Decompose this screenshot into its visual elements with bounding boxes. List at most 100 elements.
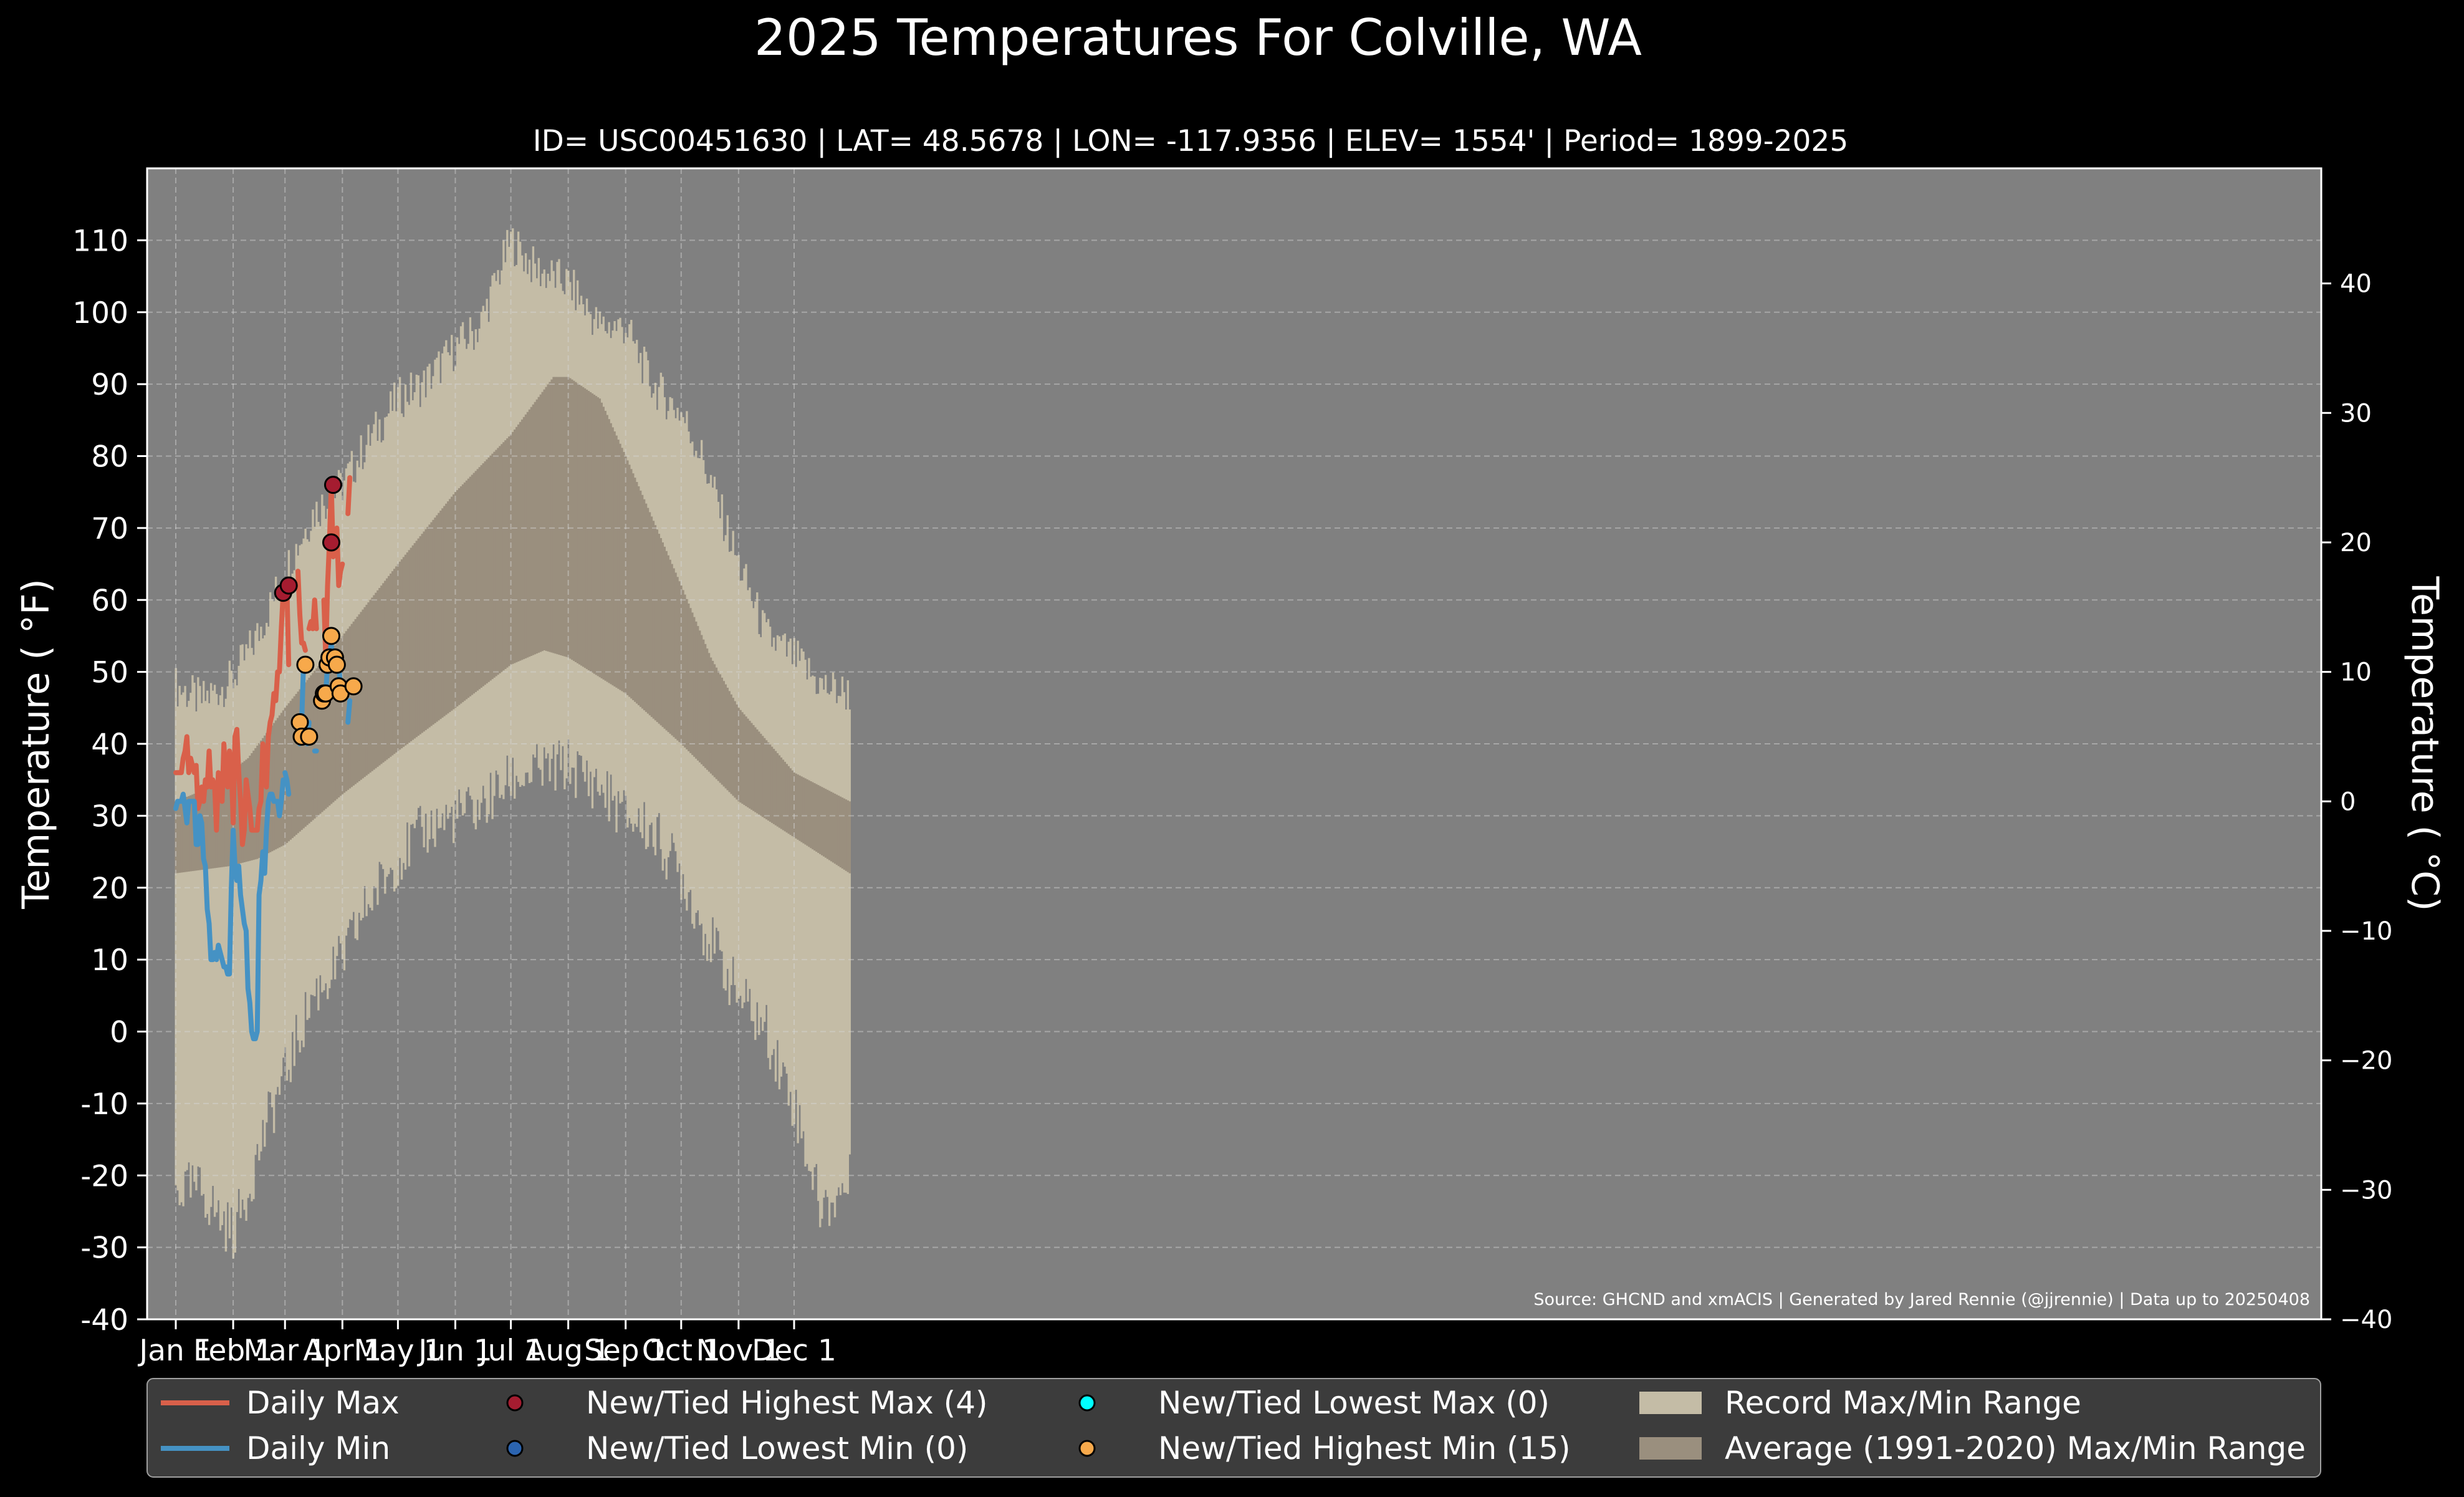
y-tick-label-left: 80 <box>91 440 128 474</box>
average-bar <box>769 744 772 822</box>
average-bar <box>310 675 312 822</box>
average-bar <box>826 789 829 859</box>
average-bar <box>430 522 433 726</box>
average-bar <box>709 657 712 774</box>
average-bar <box>824 789 827 858</box>
average-bar <box>325 657 327 809</box>
average-bar <box>676 577 679 741</box>
average-bar <box>628 465 631 697</box>
legend: Daily Max Daily Min New/Tied Highest Max (… <box>146 1378 2321 1478</box>
y-axis-label-left: Temperature ( °F) <box>14 579 58 910</box>
new-highest-max-marker <box>322 533 340 552</box>
average-bar <box>830 791 833 862</box>
average-bar <box>415 541 418 738</box>
record-bar <box>789 638 792 1092</box>
average-bar <box>302 685 305 829</box>
y-tick-label-right: 20 <box>2340 529 2372 557</box>
record-bar <box>828 694 831 1226</box>
average-bar <box>469 476 472 696</box>
average-bar <box>520 419 524 660</box>
average-bar <box>406 552 409 744</box>
average-bar <box>510 434 512 665</box>
average-bar <box>176 801 179 874</box>
record-bar <box>845 710 848 1193</box>
record-bar <box>754 601 757 1040</box>
average-bar <box>654 525 657 721</box>
average-bar <box>839 796 842 868</box>
legend-label: Daily Min <box>246 1430 390 1466</box>
average-bar <box>441 508 444 718</box>
record-bar <box>804 660 807 1167</box>
average-bar <box>463 482 466 701</box>
average-bar <box>591 393 594 673</box>
average-bar <box>848 801 851 874</box>
record-bar <box>802 651 805 1132</box>
average-bar <box>499 446 501 673</box>
average-bar <box>317 666 320 816</box>
average-bar <box>332 647 335 802</box>
average-bar <box>650 516 653 717</box>
average-bar <box>800 776 803 842</box>
average-bar <box>615 435 618 688</box>
record-bar <box>762 610 764 1031</box>
average-bar <box>501 444 503 672</box>
average-bar <box>395 566 398 753</box>
average-bar <box>661 542 664 728</box>
average-bar <box>610 423 612 685</box>
average-bar <box>837 796 840 867</box>
x-tick-label: Jan 1 <box>137 1334 212 1368</box>
y-tick-label-right: 10 <box>2340 658 2372 687</box>
record-bar <box>219 695 222 1231</box>
average-bar <box>770 746 774 823</box>
average-bar <box>445 503 448 715</box>
record-bar <box>778 636 781 1090</box>
record-bar <box>833 679 837 1218</box>
record-bar <box>201 703 203 1196</box>
average-bar <box>396 564 400 751</box>
x-tick-label: Mar 1 <box>243 1334 327 1368</box>
average-bar <box>680 585 683 744</box>
legend-dot-swatch <box>1078 1440 1096 1457</box>
average-bar <box>408 550 411 743</box>
average-bar <box>813 783 816 851</box>
record-bar <box>272 601 276 1134</box>
average-bar <box>762 736 764 817</box>
average-bar <box>765 740 768 820</box>
average-bar <box>295 693 297 835</box>
record-bar <box>193 682 196 1182</box>
average-bar <box>575 382 577 662</box>
average-bar <box>223 777 226 867</box>
average-bar <box>360 612 362 780</box>
average-bar <box>224 775 228 867</box>
record-bar <box>830 691 833 1203</box>
average-bar <box>648 512 651 716</box>
y-tick-label-left: -10 <box>80 1087 128 1122</box>
x-tick-label: Aug 1 <box>525 1334 611 1368</box>
y-tick-label-right: −20 <box>2340 1047 2392 1076</box>
legend-label: Record Max/Min Range <box>1725 1385 2081 1421</box>
record-bar <box>199 686 201 1168</box>
average-bar <box>806 779 808 846</box>
daily-max-line <box>306 597 319 632</box>
average-bar <box>828 791 831 860</box>
average-bar <box>606 415 608 682</box>
average-bar <box>378 588 381 766</box>
average-bar <box>504 440 507 670</box>
average-bar <box>611 427 614 686</box>
average-bar <box>486 459 488 684</box>
average-bar <box>491 453 494 680</box>
average-bar <box>388 575 390 759</box>
average-bar <box>535 399 539 654</box>
record-bar <box>848 709 851 1155</box>
record-bar <box>204 701 207 1218</box>
average-bar <box>686 599 688 749</box>
record-bar <box>752 608 755 1022</box>
average-bar <box>390 573 392 757</box>
average-bar <box>587 390 590 671</box>
record-bar <box>239 645 242 1218</box>
average-bar <box>314 670 316 819</box>
y-tick-label-left: 100 <box>72 296 128 330</box>
record-bar <box>234 679 236 1253</box>
average-bar <box>641 494 644 709</box>
average-bar <box>272 723 276 850</box>
